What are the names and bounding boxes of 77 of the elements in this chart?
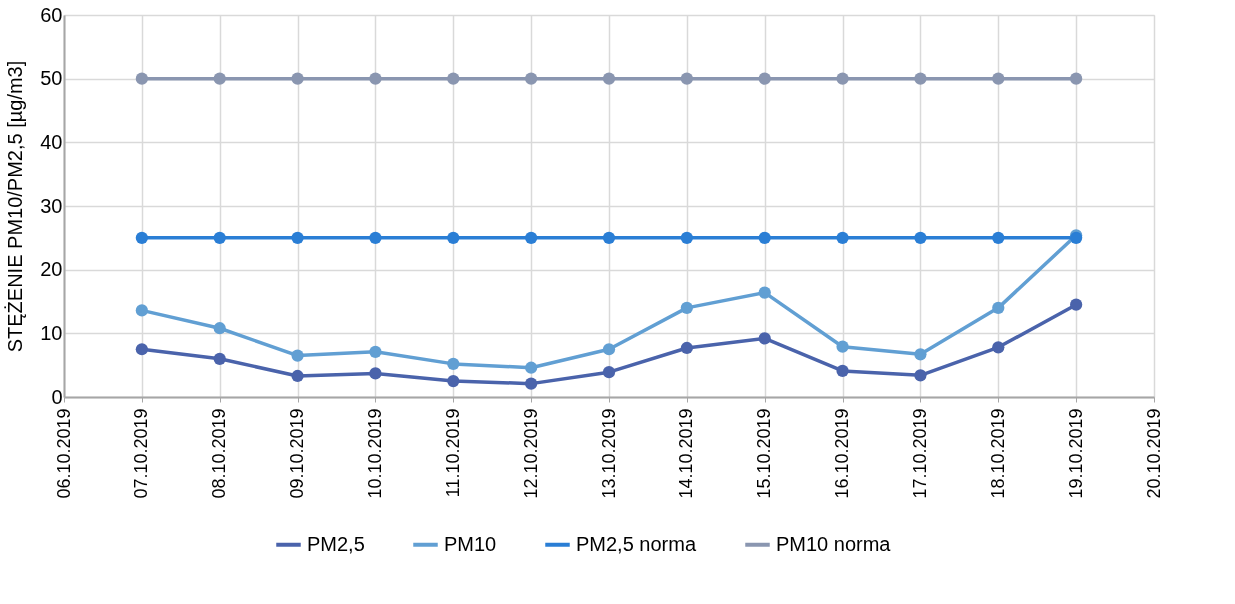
point: [836, 364, 849, 378]
x-tick-label: 12.10.2019: [520, 408, 541, 499]
x-tick-label: 16.10.2019: [832, 408, 853, 499]
point: [836, 340, 849, 353]
point: [758, 231, 771, 244]
point: [602, 72, 616, 85]
point: [525, 72, 538, 85]
legend-label: PM2,5: [307, 532, 365, 555]
point: [369, 345, 382, 358]
point: [680, 72, 693, 85]
point: [135, 304, 148, 317]
x-tick-label: 15.10.2019: [754, 408, 775, 499]
point: [213, 352, 226, 365]
x-tick-label: 06.10.2019: [53, 408, 74, 499]
y-tick-label: 60: [40, 3, 63, 26]
x-tick-label: 18.10.2019: [987, 408, 1008, 499]
point: [836, 231, 849, 244]
x-tick-label: 07.10.2019: [131, 408, 152, 499]
point: [291, 72, 304, 85]
point: [525, 377, 538, 390]
point: [213, 322, 226, 335]
legend-label: PM10: [444, 532, 497, 555]
x-tick-label: 20.10.2019: [1143, 408, 1164, 499]
point: [291, 369, 304, 383]
legend-label: PM10 norma: [776, 532, 892, 555]
point: [447, 357, 460, 371]
y-tick-label: 30: [40, 194, 63, 217]
point: [914, 369, 927, 382]
point: [836, 72, 849, 85]
point: [447, 374, 460, 388]
point: [680, 341, 693, 355]
point: [369, 367, 382, 380]
x-tick-label: 08.10.2019: [209, 408, 230, 499]
x-tick-label: 10.10.2019: [364, 408, 385, 499]
point: [914, 72, 927, 85]
point: [992, 231, 1005, 244]
x-tick-label: 17.10.2019: [909, 408, 930, 499]
point: [291, 231, 304, 244]
point: [447, 231, 460, 244]
point: [291, 349, 304, 362]
point: [758, 72, 771, 85]
point: [135, 72, 148, 85]
point: [369, 231, 382, 244]
y-axis-title: STĘŻENIE PM10/PM2,5 [µg/m3]: [4, 60, 27, 353]
point: [447, 72, 460, 85]
point: [1070, 298, 1083, 311]
point: [602, 366, 616, 379]
point: [992, 341, 1005, 354]
point: [135, 343, 148, 356]
point: [135, 231, 148, 244]
point: [525, 231, 538, 244]
y-tick-label: 20: [40, 258, 63, 281]
point: [602, 231, 616, 244]
x-tick-label: 09.10.2019: [287, 408, 308, 499]
point: [213, 72, 226, 85]
legend-label: PM2,5 norma: [576, 532, 697, 555]
point: [758, 332, 771, 345]
point: [602, 343, 616, 356]
point: [525, 361, 538, 374]
point: [680, 301, 693, 314]
point: [758, 286, 771, 299]
point: [1070, 72, 1083, 85]
point: [213, 231, 226, 244]
y-tick-label: 40: [40, 130, 63, 153]
point: [680, 231, 693, 244]
point: [369, 72, 382, 85]
x-tick-label: 13.10.2019: [598, 408, 619, 499]
y-tick-label: 0: [51, 385, 63, 408]
point: [914, 348, 927, 361]
point: [992, 301, 1005, 314]
x-tick-label: 14.10.2019: [676, 408, 697, 499]
point: [992, 72, 1005, 85]
y-tick-label: 10: [40, 321, 63, 344]
x-tick-label: 11.10.2019: [442, 408, 463, 498]
y-tick-label: 50: [40, 67, 63, 90]
x-tick-label: 19.10.2019: [1065, 408, 1086, 499]
point: [914, 231, 927, 244]
